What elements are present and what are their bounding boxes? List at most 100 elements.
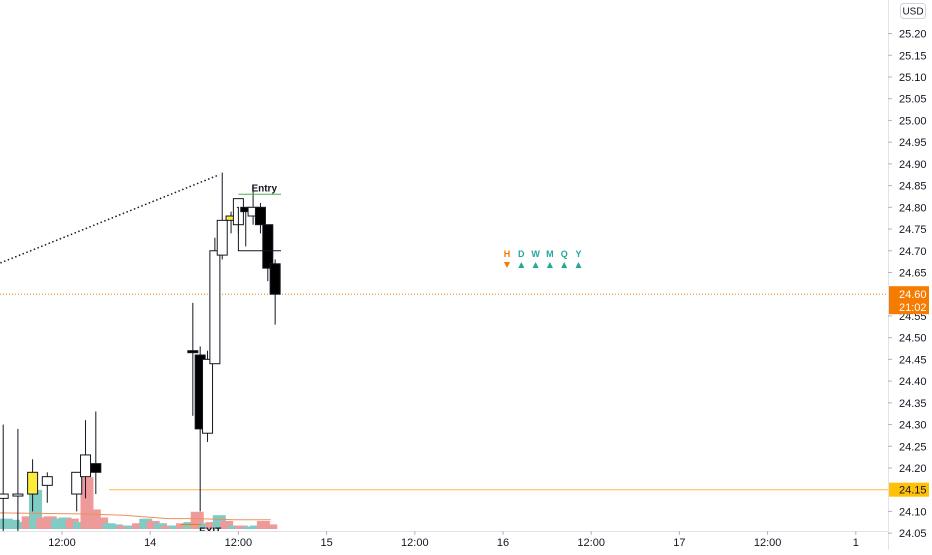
candle — [254, 202, 266, 234]
volume-bar — [220, 520, 234, 529]
level-price-tag: 24.15 — [889, 482, 929, 497]
price-tick-label: 24.85 — [899, 181, 927, 193]
volume-bar — [139, 518, 153, 529]
price-tick-label: 24.80 — [899, 202, 927, 214]
time-tick-label: 1 — [853, 537, 859, 549]
up-arrow-icon — [532, 262, 539, 268]
volume-bar — [227, 525, 241, 529]
volume-ma-line — [0, 512, 271, 521]
price-tick-label: 24.45 — [899, 354, 927, 366]
candle-body — [27, 471, 39, 495]
timeframe-panel — [500, 247, 590, 269]
volume-bar — [153, 523, 167, 529]
price-tick-label: 24.50 — [899, 333, 927, 345]
time-tick-label: 12:00 — [48, 537, 76, 549]
timeframe-label-d: D — [518, 249, 525, 259]
level-price-tag-bg — [889, 482, 929, 497]
volume-bar — [6, 519, 20, 529]
down-arrow-icon — [504, 262, 510, 268]
volume-bar — [102, 523, 116, 529]
candle — [202, 350, 214, 442]
timeframe-label-q: Q — [561, 249, 568, 259]
level-price-value: 24.15 — [899, 485, 927, 497]
up-arrow-icon — [561, 262, 568, 268]
timeframe-label-h: H — [504, 249, 511, 259]
price-tick-label: 25.15 — [899, 50, 927, 62]
candle-body — [90, 463, 102, 473]
volume-bar — [109, 524, 123, 529]
candle-body — [262, 224, 274, 269]
candle — [41, 472, 53, 503]
candle-body — [80, 454, 92, 478]
candle-body — [209, 250, 221, 365]
entry-label: Entry — [251, 183, 277, 194]
price-tick-label: 24.90 — [899, 159, 927, 171]
price-tick-label: 25.00 — [899, 115, 927, 127]
time-tick-label: 12:00 — [577, 537, 605, 549]
candle-body — [41, 476, 53, 486]
volume-bar — [249, 525, 263, 529]
volume-bar — [168, 525, 182, 529]
exit-label: EXIT — [199, 526, 221, 537]
time-axis-bg — [0, 531, 888, 550]
time-axis: 12:00 14 12:00 15 12:00 16 12:00 17 12:00 1 — [0, 531, 888, 550]
volume-bar — [234, 525, 248, 529]
time-tick-label: 14 — [144, 537, 156, 549]
volume-bar — [0, 518, 13, 529]
price-tick-label: 24.20 — [899, 463, 927, 475]
candle — [27, 459, 39, 512]
currency-badge[interactable]: USD — [900, 3, 926, 19]
candle-body — [0, 493, 9, 499]
price-tick-label: 24.75 — [899, 224, 927, 236]
candle-body — [12, 493, 24, 497]
up-arrow-icon — [518, 262, 525, 268]
price-tick-label: 24.40 — [899, 376, 927, 388]
candle — [262, 224, 274, 282]
candle-body — [216, 219, 228, 256]
candle — [216, 172, 228, 260]
price-axis: 25.20 25.15 25.10 25.05 25.00 24.95 24.90 24.85… — [888, 0, 929, 550]
volume-bar — [198, 523, 212, 529]
price-tick-label: 24.25 — [899, 441, 927, 453]
candle — [90, 411, 102, 495]
time-tick-label: 17 — [673, 537, 685, 549]
price-tick-label: 25.05 — [899, 94, 927, 106]
volume-bar — [161, 525, 175, 529]
candle-body — [269, 263, 281, 295]
time-tick-label: 16 — [497, 537, 509, 549]
candle — [12, 428, 24, 531]
volume-bar — [65, 518, 79, 529]
volume-bar — [183, 522, 197, 529]
currency-label: USD — [902, 7, 923, 18]
up-arrow-icon — [546, 262, 553, 268]
candle-body — [187, 350, 199, 354]
candle — [71, 471, 83, 512]
timeframe-label-m: M — [546, 249, 554, 259]
candle — [209, 237, 221, 365]
price-tick-label: 25.10 — [899, 72, 927, 84]
volume-bar — [36, 517, 50, 529]
timeframe-label-y: Y — [575, 249, 581, 259]
candle-body — [71, 471, 83, 495]
volume-bar — [95, 517, 109, 529]
currency-badge-box — [900, 3, 926, 19]
price-tick-label: 24.35 — [899, 398, 927, 410]
volume-bar — [117, 525, 131, 529]
current-price-tag-bg — [889, 286, 929, 315]
time-tick-label: 12:00 — [225, 537, 253, 549]
volume-bar — [58, 517, 72, 529]
price-tick-label: 24.65 — [899, 267, 927, 279]
volume-bar — [124, 525, 138, 529]
bracket-line — [236, 206, 282, 252]
time-tick-label: 12:00 — [754, 537, 782, 549]
candle — [187, 302, 199, 416]
trendline — [0, 174, 220, 264]
candle-body — [254, 206, 266, 226]
timeframe-label-w: W — [531, 249, 540, 259]
volume-bar — [14, 522, 28, 529]
current-price-value: 24.60 — [899, 289, 927, 301]
